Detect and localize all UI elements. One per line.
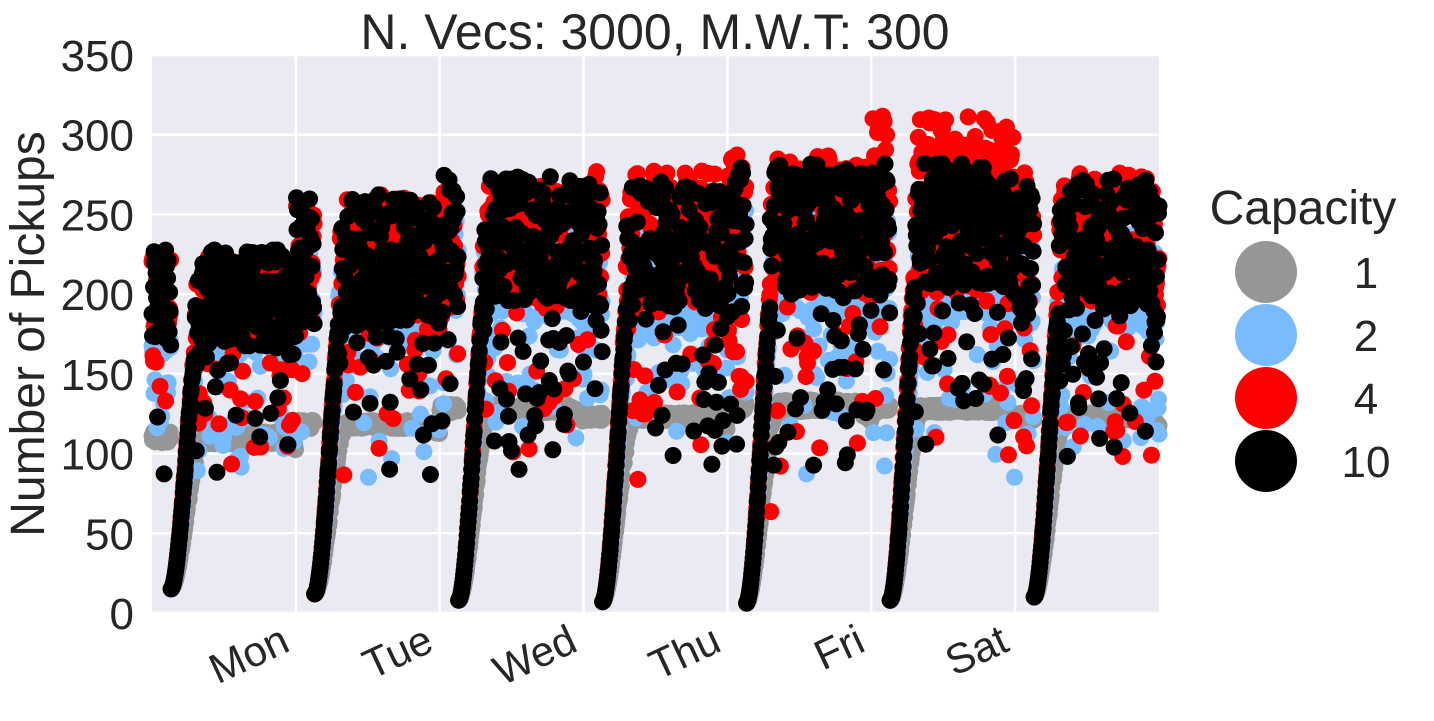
data-point [435,395,453,413]
data-point [157,392,175,410]
data-point [737,395,755,413]
data-point [283,411,301,429]
data-point [1005,468,1023,486]
data-point [201,427,219,445]
data-point [346,383,364,401]
data-point [1149,390,1167,408]
data-point [411,405,429,423]
data-point [246,393,264,411]
data-point [415,443,433,461]
data-point [987,445,1005,463]
data-point [668,422,686,440]
data-point [151,377,169,395]
data-point [355,414,373,432]
data-point [449,345,467,363]
data-point [878,424,896,442]
data-point [968,346,986,364]
data-point [303,335,321,353]
data-point [805,320,823,338]
data-point [232,390,250,408]
data-point [837,372,855,390]
data-point [593,404,611,422]
data-points [143,107,1168,612]
data-point [876,457,894,475]
data-point [210,415,228,433]
data-point [567,429,585,447]
data-point [223,455,241,473]
data-point [293,365,311,383]
data-point [717,359,735,377]
data-point [147,353,165,371]
data-point [370,439,388,457]
data-point [865,424,883,442]
data-point [629,470,647,488]
data-point [162,429,180,447]
data-point [384,410,402,428]
data-point [335,466,353,484]
data-point [305,414,323,432]
data-point [498,354,516,372]
data-point [449,402,467,420]
data-point [360,468,378,486]
